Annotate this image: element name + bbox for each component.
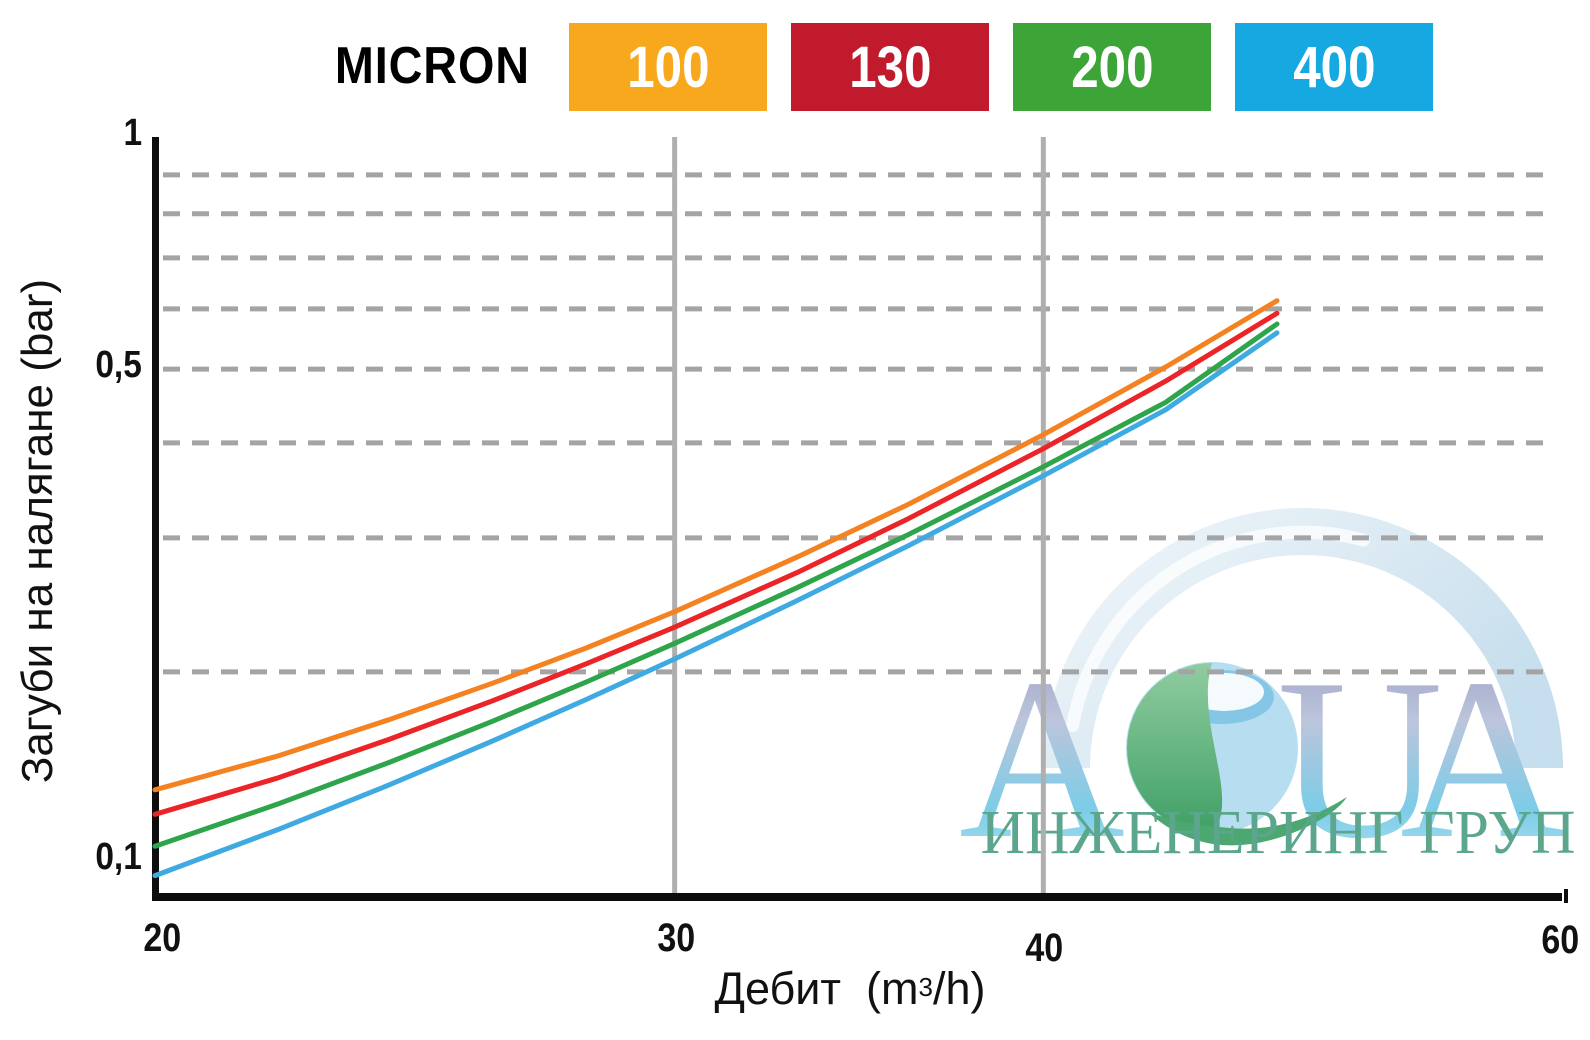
legend-label-200: 200: [1070, 34, 1154, 100]
watermark-dome-highlight: [1066, 525, 1370, 732]
curve-200-micron: [152, 321, 1280, 849]
x-tick-20: 20: [143, 916, 181, 960]
x-axis-title: Дебит (m3/h): [714, 963, 986, 1014]
x-tick-60: 60: [1541, 918, 1579, 962]
legend-label-400: 400: [1292, 34, 1376, 100]
y-axis-title: Загуби на налягане (bar): [13, 278, 62, 784]
axes: [152, 137, 1568, 903]
data-curves: [152, 298, 1280, 879]
x-axis-title-superscript: 3: [918, 972, 933, 1002]
watermark-subtitle: ИНЖЕНЕРИНГ ГРУП: [981, 799, 1576, 867]
legend-item-400: 400: [1235, 23, 1433, 111]
legend-item-130: 130: [791, 23, 989, 111]
y-axis-line: [152, 137, 159, 901]
y-tick-1: 1: [123, 112, 142, 154]
legend-item-200: 200: [1013, 23, 1211, 111]
y-tick-0-1: 0,1: [95, 836, 142, 878]
curve-100-micron: [152, 298, 1280, 793]
y-tick-0-5: 0,5: [95, 344, 142, 386]
legend-title: MICRON: [334, 37, 530, 95]
x-axis-end-tick: [1564, 889, 1568, 903]
legend-label-130: 130: [848, 34, 932, 100]
gridlines: [163, 137, 1548, 893]
watermark-q-tail: [1148, 797, 1347, 846]
x-axis-line: [152, 893, 1562, 901]
watermark-q-green-half: [1127, 663, 1223, 833]
legend-item-100: 100: [569, 23, 767, 111]
curve-400-micron: [152, 330, 1280, 879]
x-tick-40: 40: [1025, 926, 1063, 970]
legend-label-100: 100: [626, 34, 710, 100]
curve-130-micron: [152, 310, 1280, 817]
x-tick-30: 30: [657, 916, 695, 960]
